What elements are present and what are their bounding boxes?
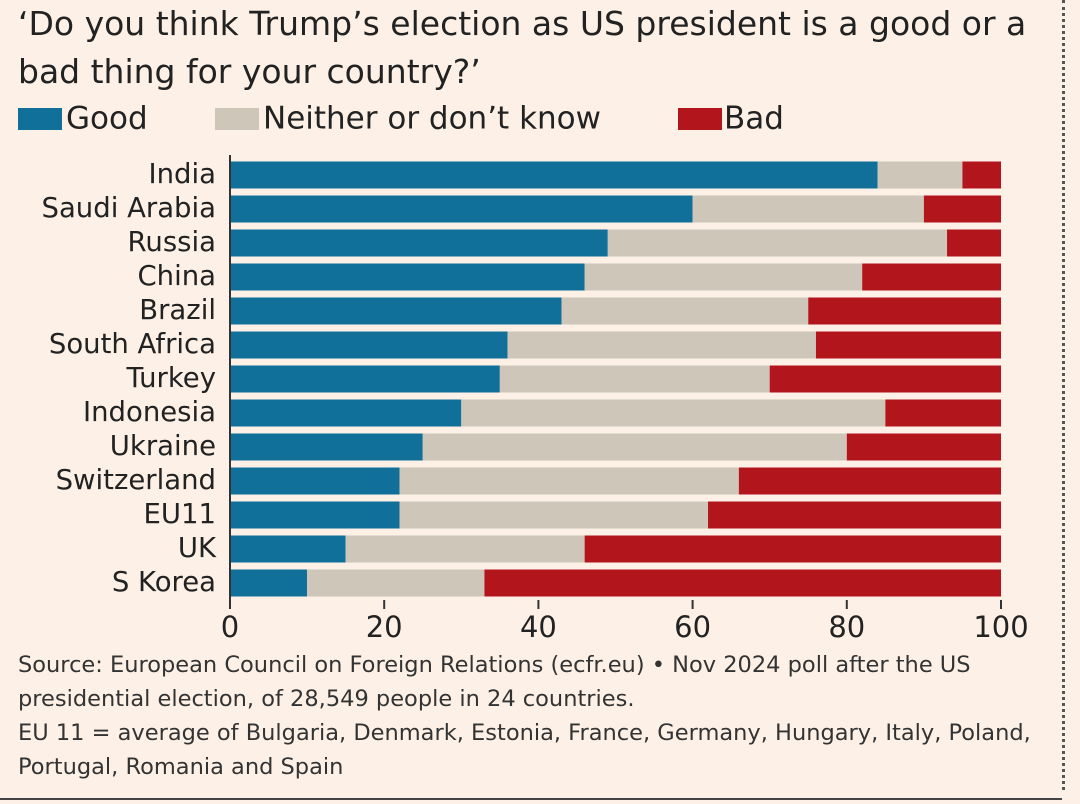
legend-swatch [215, 108, 259, 130]
note: EU 11 = average of Bulgaria, Denmark, Es… [18, 720, 1031, 780]
y-tick-label: Ukraine [110, 430, 216, 462]
bar-segment [399, 501, 709, 529]
bar-segment [885, 399, 1001, 427]
source: Source: European Council on Foreign Rela… [18, 652, 971, 712]
x-tick-label: 80 [828, 610, 865, 644]
bar-segment [692, 195, 924, 223]
bar-segment [808, 297, 1001, 325]
bar-segment [561, 297, 809, 325]
x-tick-label: 20 [366, 610, 403, 644]
bar-segment [862, 263, 1001, 291]
bar-segment [345, 535, 585, 563]
bar-segment [230, 433, 423, 461]
legend-swatch [18, 108, 62, 130]
y-tick-label: UK [178, 532, 217, 564]
legend-label: Bad [724, 101, 784, 137]
bar-segment [461, 399, 886, 427]
bar-segment [708, 501, 1001, 529]
bar-segment [507, 331, 816, 359]
bar-segment [877, 161, 963, 189]
y-tick-label: Saudi Arabia [42, 192, 217, 224]
bar-segment [962, 161, 1001, 189]
y-tick-label: EU11 [144, 498, 217, 530]
bar-segment [230, 263, 585, 291]
bar-segment [230, 331, 508, 359]
bar-segment [422, 433, 847, 461]
x-tick-label: 100 [973, 610, 1028, 644]
bar-segment [230, 501, 400, 529]
y-tick-label: Indonesia [83, 396, 216, 428]
bar-segment [230, 297, 562, 325]
y-tick-label: Russia [128, 226, 216, 258]
bar-segment [923, 195, 1001, 223]
y-tick-label: Brazil [139, 294, 216, 326]
y-tick-label: S Korea [112, 566, 216, 598]
bar-segment [607, 229, 948, 257]
bar-segment [584, 263, 863, 291]
legend-label: Neither or don’t know [263, 101, 601, 137]
border [1062, 0, 1065, 790]
bar-segment [230, 535, 346, 563]
bar-segment [230, 161, 878, 189]
x-tick-label: 40 [520, 610, 557, 644]
bar-segment [846, 433, 1001, 461]
x-tick-label: 60 [674, 610, 711, 644]
bar-segment [499, 365, 770, 393]
x-tick-label: 0 [221, 610, 239, 644]
bar-segment [307, 569, 485, 597]
y-tick-label: Switzerland [56, 464, 216, 496]
bar-segment [738, 467, 1001, 495]
bar-segment [230, 195, 693, 223]
y-tick-label: South Africa [49, 328, 216, 360]
border [0, 798, 1062, 800]
y-tick-label: Turkey [126, 362, 217, 394]
bar-segment [947, 229, 1001, 257]
bar-segment [484, 569, 1001, 597]
bar-segment [815, 331, 1001, 359]
chart-title: ‘Do you think Trump’s election as US pre… [18, 4, 1027, 91]
bar-segment [230, 467, 400, 495]
y-tick-label: China [137, 260, 216, 292]
footer: Source: European Council on Foreign Rela… [18, 648, 1048, 784]
bar-segment [399, 467, 739, 495]
bar-segment [230, 365, 500, 393]
bar-segment [230, 399, 462, 427]
bar-segment [230, 229, 608, 257]
bar-segment [230, 569, 308, 597]
bar-segment [769, 365, 1001, 393]
legend-label: Good [66, 101, 148, 137]
y-tick-label: India [149, 158, 217, 190]
bar-segment [584, 535, 1001, 563]
legend-swatch [678, 108, 722, 130]
